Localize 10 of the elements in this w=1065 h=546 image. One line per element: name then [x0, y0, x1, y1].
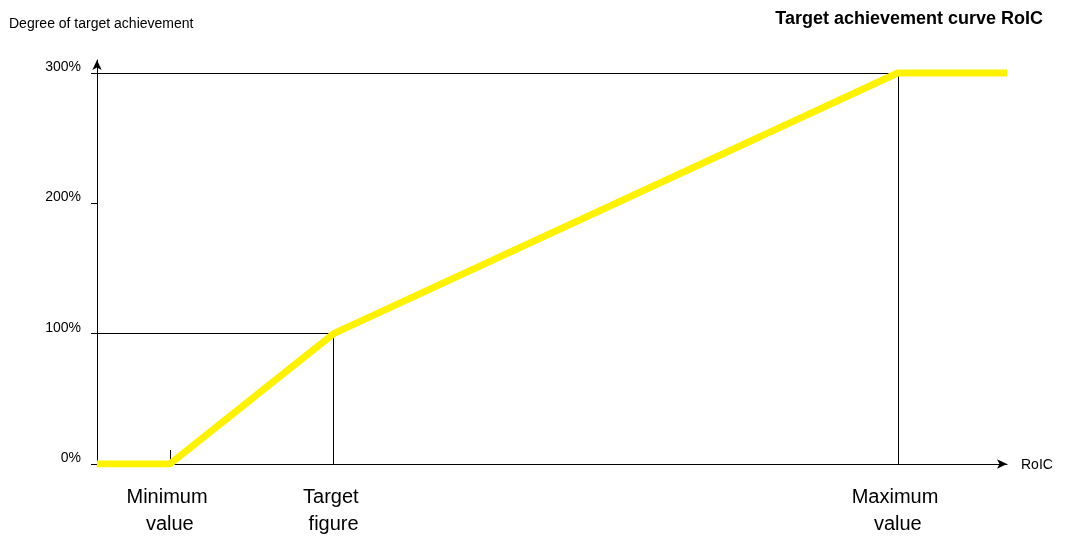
x-tick-label: Target figure [303, 484, 365, 534]
y-tick-label: 300% [45, 58, 81, 75]
x-tick-label: Minimum value [126, 484, 214, 534]
y-tick-label: 0% [60, 449, 81, 465]
chart-title: Target achievement curve RoIC [775, 8, 1044, 28]
y-tick-label: 100% [45, 318, 81, 335]
y-tick-label: 200% [45, 188, 81, 205]
y-axis-title: Degree of target achievement [9, 15, 194, 31]
x-tick-label: Maximum value [851, 484, 944, 534]
x-axis-title: RoIC [1021, 456, 1053, 472]
